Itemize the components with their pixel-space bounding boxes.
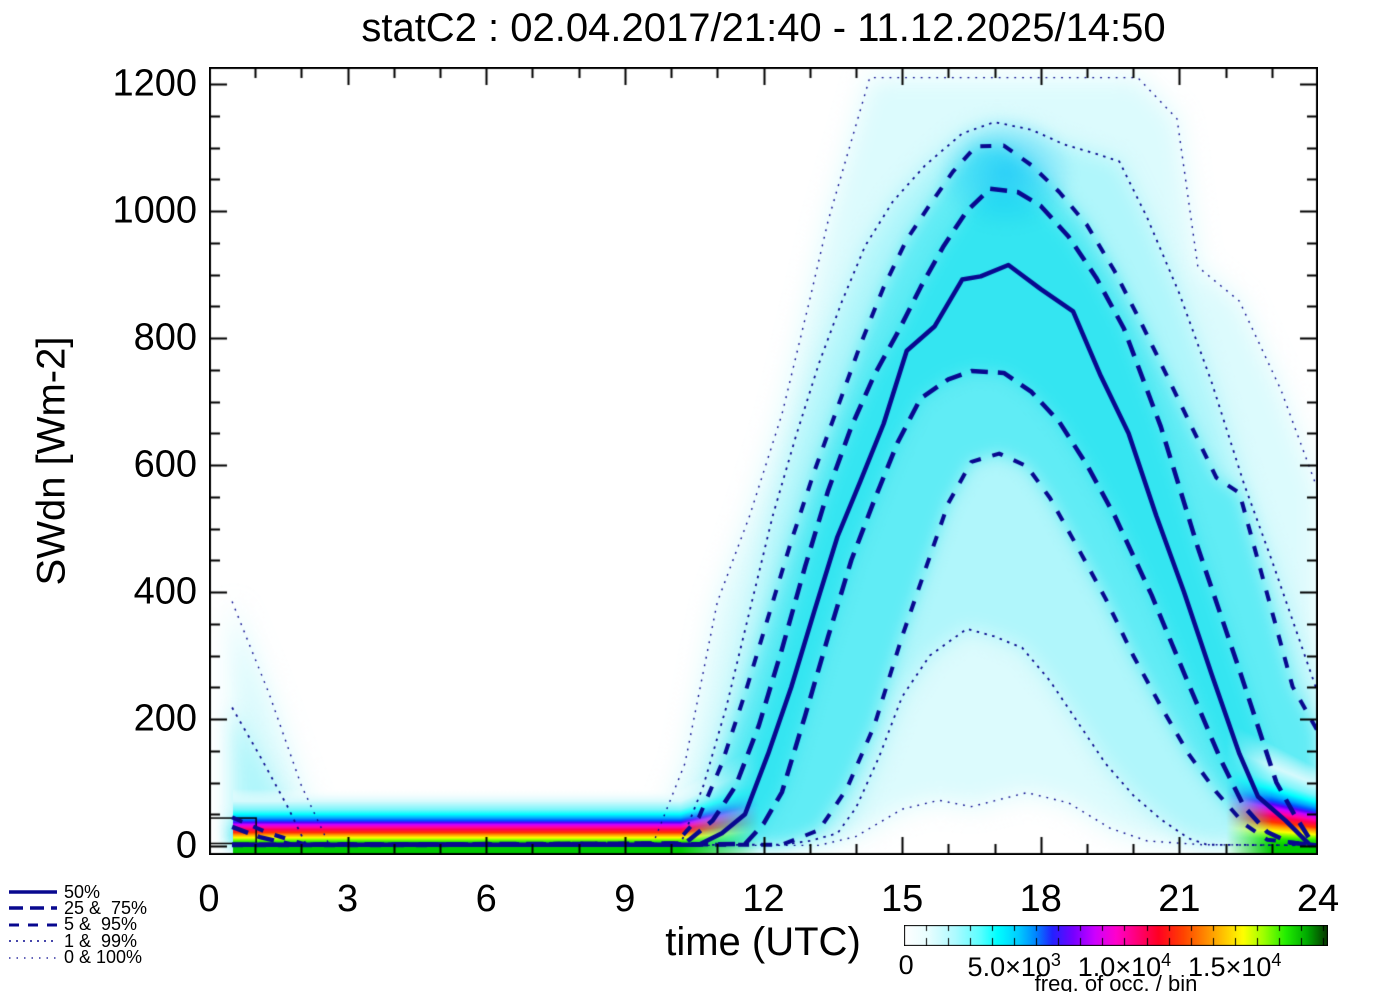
legend-line-sample [9,890,57,894]
legend-label: 50% [64,881,101,902]
legend-label: 0 & 100% [64,947,143,968]
colorbar-caption: freq. of occ. / bin [1034,971,1198,992]
legend-entry: 50% [8,881,101,902]
legend-line-sample [9,923,57,927]
legend-label: 5 & 95% [64,914,138,935]
y-tick-label: 1200 [112,62,197,105]
y-tick-label: 600 [133,443,197,486]
x-tick-label: 18 [1019,878,1062,920]
legend-entry: 5 & 95% [8,914,138,935]
x-tick-label: 24 [1296,878,1340,920]
x-tick-label: 3 [337,878,359,920]
legend-label: 25 & 75% [64,897,148,918]
y-tick-label: 800 [133,316,197,359]
x-tick-label: 21 [1158,878,1201,920]
colorbar-tick-label: 1.5×104 [1188,950,1282,982]
chart-title: statC2 : 02.04.2017/21:40 - 11.12.2025/1… [361,6,1166,50]
x-tick-label: 0 [198,878,220,920]
chart-canvas [209,67,1318,855]
legend-line-sample [9,956,57,959]
x-tick-label: 15 [880,878,924,920]
legend-line-sample [9,940,57,942]
colorbar-tick-label: 1.0×104 [1077,950,1172,982]
legend-entry: 25 & 75% [8,897,148,918]
y-tick-label: 1000 [112,189,197,232]
legend-line-sample [9,906,57,911]
x-tick-label: 9 [614,878,636,920]
colorbar-tick-label: 5.0×103 [967,950,1061,982]
legend-entry: 1 & 99% [8,930,138,951]
y-tick-label: 200 [133,697,197,740]
x-tick-label: 6 [475,878,497,920]
y-tick-label: 0 [175,824,197,867]
legend-label: 1 & 99% [64,930,138,951]
y-tick-label: 400 [133,570,197,613]
legend-entry: 0 & 100% [8,947,143,968]
x-tick-label: 12 [742,878,785,920]
colorbar-gradient [904,925,1328,946]
colorbar-tick-label: 0 [898,950,914,980]
x-axis-label: time (UTC) [665,920,861,964]
